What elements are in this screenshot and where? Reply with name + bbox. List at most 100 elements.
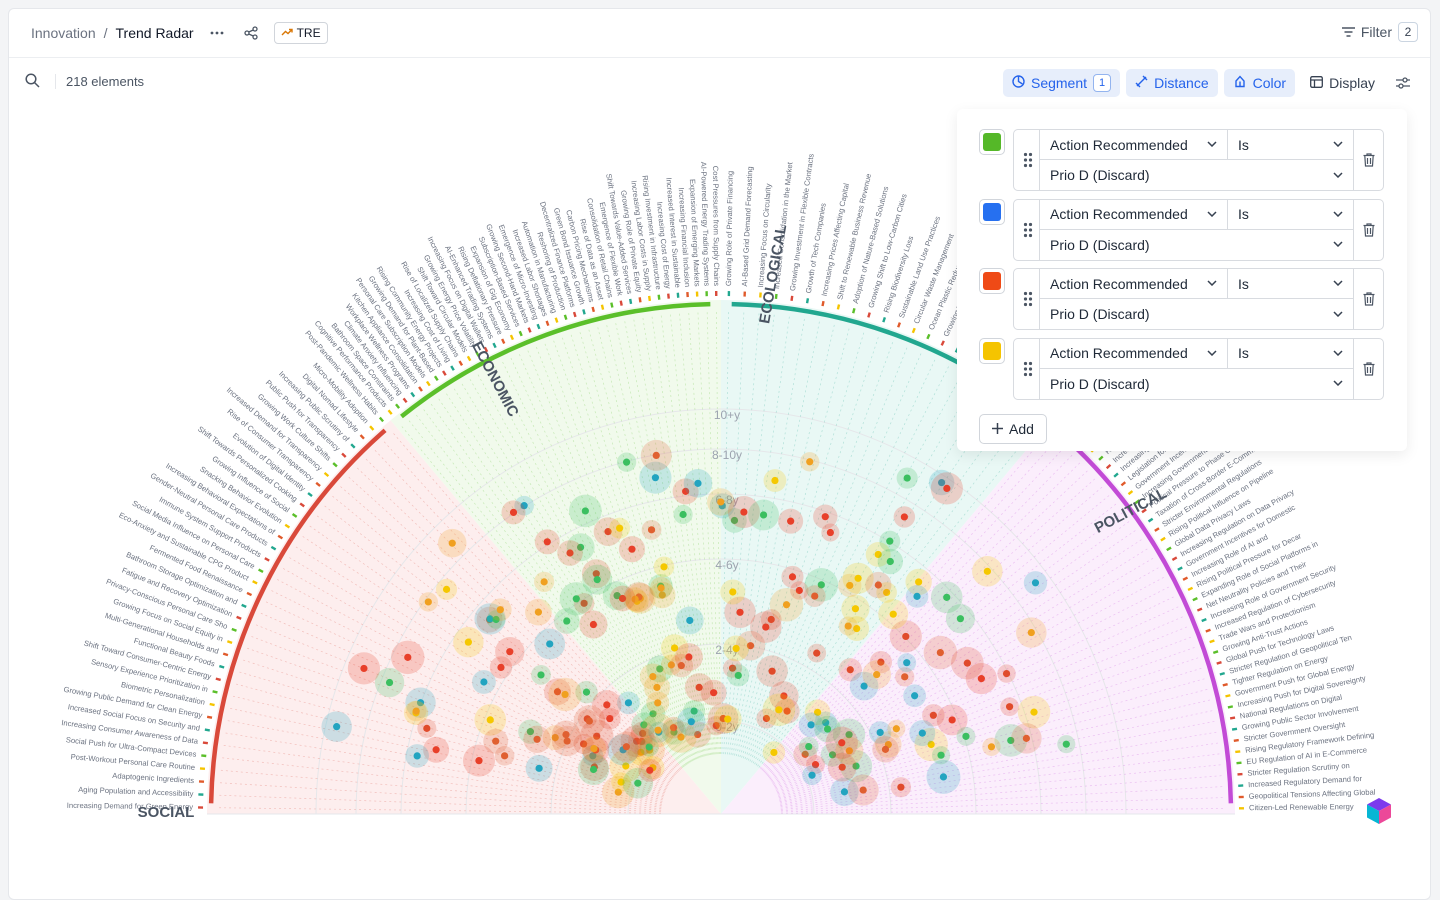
drag-handle-icon[interactable]: [1016, 130, 1040, 190]
trend-dot: [582, 688, 591, 696]
segment-tick: [466, 355, 472, 362]
trend-dot: [695, 683, 703, 691]
radial-line: [755, 404, 1016, 766]
trend-dot: [1022, 734, 1030, 742]
rule-operator-select[interactable]: Is: [1228, 269, 1354, 299]
trend-dot: [497, 663, 505, 672]
trend-label: Geopolitical Tensions Affecting Global: [1249, 788, 1376, 801]
share-icon[interactable]: [240, 22, 262, 44]
segment-arc-political: [1055, 428, 1234, 804]
radial-line: [605, 323, 708, 756]
radial-line: [780, 753, 1222, 808]
trend-dot: [987, 743, 996, 751]
segment-tick: [258, 568, 264, 574]
breadcrumb-root[interactable]: Innovation: [31, 25, 96, 41]
color-swatch[interactable]: [979, 198, 1005, 225]
radial-line: [780, 797, 1225, 813]
trend-dot: [886, 557, 894, 566]
trend-dot: [589, 765, 598, 774]
trend-dot: [464, 638, 472, 646]
rule-value-select[interactable]: Prio D (Discard): [1040, 368, 1354, 399]
trash-icon[interactable]: [1359, 289, 1379, 309]
trend-dot: [404, 653, 412, 661]
segment-tick: [563, 314, 568, 320]
color-swatch[interactable]: [979, 337, 1005, 364]
segment-button[interactable]: Segment 1: [1002, 69, 1121, 97]
element-count: 218 elements: [55, 74, 144, 89]
chevron-down-icon: [1207, 209, 1217, 220]
filter-button[interactable]: Filter 2: [1341, 22, 1418, 42]
trash-icon[interactable]: [1359, 220, 1379, 240]
drag-handle-icon[interactable]: [1016, 199, 1040, 260]
trend-dot: [385, 678, 394, 687]
app-logo-cube-icon[interactable]: [1366, 797, 1392, 830]
rule-box: Action Recommended Is Prio D (Discard): [1013, 268, 1384, 330]
trend-dot: [877, 658, 885, 666]
trend-label: AI-Powered Energy Trading Systems: [699, 162, 711, 287]
trend-dot: [563, 617, 571, 625]
trend-dot: [634, 779, 642, 787]
search-icon[interactable]: [25, 73, 40, 93]
chevron-down-icon: [1207, 278, 1217, 289]
distance-button[interactable]: Distance: [1126, 69, 1218, 97]
trend-dot: [838, 739, 846, 747]
trend-tag[interactable]: TRE: [273, 22, 328, 44]
trend-dot: [646, 766, 654, 774]
rule-value-select[interactable]: Prio D (Discard): [1040, 299, 1354, 329]
segment-label: Segment: [1030, 75, 1088, 91]
trend-dot: [687, 718, 695, 726]
color-button[interactable]: Color: [1223, 69, 1296, 97]
trend-dot: [710, 689, 718, 697]
trash-icon[interactable]: [1359, 359, 1379, 379]
radial-line: [779, 720, 1217, 804]
drag-handle-icon[interactable]: [1016, 338, 1040, 399]
chevron-down-icon: [1333, 278, 1343, 289]
trend-dot: [937, 751, 945, 759]
segment-tick: [442, 370, 447, 376]
segment-tick: [911, 327, 916, 334]
rule-operator-select[interactable]: Is: [1228, 130, 1354, 160]
display-button[interactable]: Display: [1301, 69, 1384, 97]
rule-value-select[interactable]: Prio D (Discard): [1040, 229, 1354, 260]
color-rule: Action Recommended Is Prio D (Discard): [979, 337, 1389, 400]
segment-tick: [1147, 517, 1154, 523]
rule-operator-select[interactable]: Is: [1228, 199, 1354, 230]
segment-tick: [882, 316, 887, 323]
trend-dot: [962, 732, 970, 740]
trend-dot: [669, 724, 678, 732]
trend-dot: [543, 538, 551, 546]
settings-sliders-icon[interactable]: [1390, 70, 1416, 96]
trend-label: Adaptogenic Ingredients: [112, 771, 195, 785]
color-swatch[interactable]: [979, 129, 1005, 155]
segment-tick: [270, 545, 277, 551]
radial-line: [774, 595, 1176, 789]
trend-dot: [911, 692, 919, 700]
trend-dot: [728, 664, 737, 672]
radial-line: [761, 445, 1066, 771]
rule-field-select[interactable]: Action Recommended: [1040, 199, 1228, 230]
plus-icon: [992, 421, 1003, 437]
color-swatch[interactable]: [979, 268, 1005, 294]
rule-operator-select[interactable]: Is: [1228, 338, 1354, 369]
radial-line: [697, 310, 719, 755]
segment-tick: [1212, 650, 1219, 654]
radial-lines: [217, 310, 1225, 814]
drag-handle-icon[interactable]: [1016, 269, 1040, 329]
trend-dot: [590, 745, 598, 753]
ring-5: [315, 408, 1127, 815]
add-rule-button[interactable]: Add: [979, 414, 1047, 444]
segment-tick: [852, 308, 856, 314]
segment-tick: [204, 728, 210, 732]
trend-dot: [640, 721, 648, 729]
rule-field-select[interactable]: Action Recommended: [1040, 338, 1228, 369]
rule-value-select[interactable]: Prio D (Discard): [1040, 160, 1354, 190]
ellipsis-icon[interactable]: [206, 22, 228, 44]
trash-icon[interactable]: [1359, 150, 1379, 170]
trend-dot: [759, 511, 768, 519]
rule-field-select[interactable]: Action Recommended: [1040, 269, 1228, 299]
trend-dot: [828, 751, 837, 759]
trend-dot: [983, 567, 991, 575]
trend-dot: [572, 595, 580, 603]
radial-line: [774, 585, 1171, 788]
rule-field-select[interactable]: Action Recommended: [1040, 130, 1228, 160]
